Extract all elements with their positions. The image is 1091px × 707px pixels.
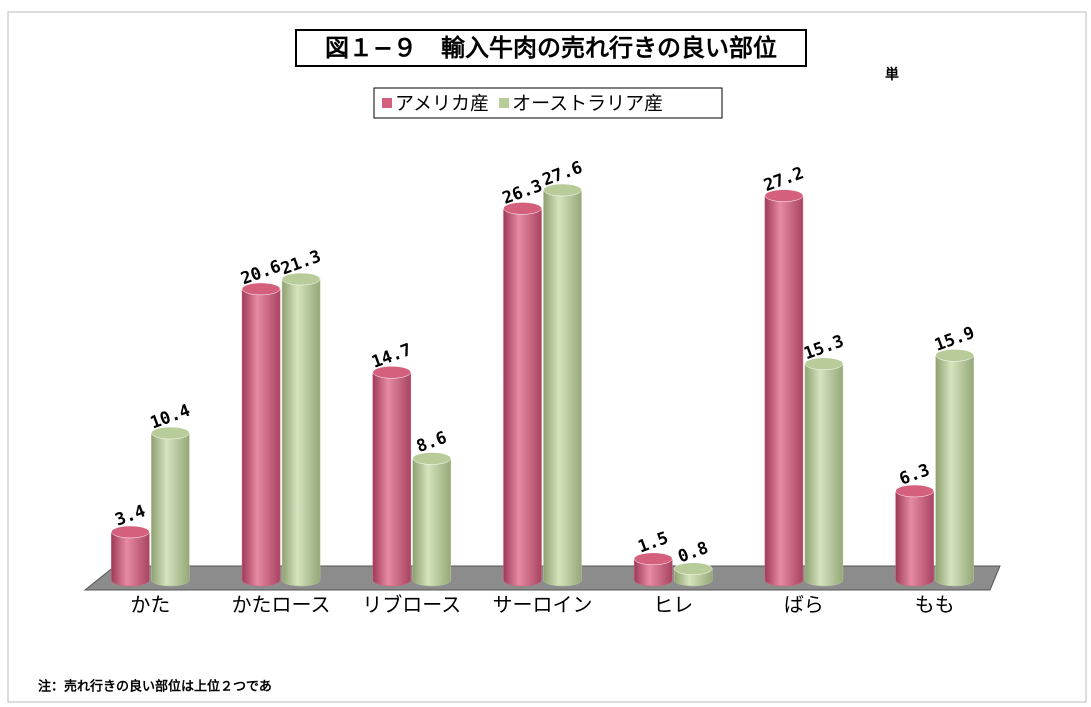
- bar-top: [372, 366, 412, 379]
- bar-body: [543, 189, 582, 587]
- bar: [804, 357, 844, 587]
- bar-top: [281, 272, 321, 286]
- bar: [935, 349, 974, 587]
- bar-body: [764, 195, 804, 587]
- bar-body: [895, 490, 934, 587]
- bar-body: [241, 288, 281, 587]
- title-box: [295, 29, 807, 67]
- bar-body: [111, 531, 150, 587]
- legend-box: [373, 87, 723, 119]
- bar-top: [151, 426, 190, 440]
- bar: [895, 484, 934, 587]
- bar-top: [804, 357, 844, 371]
- note: 注：売れ行きの良い部位は上位２つであ: [38, 679, 272, 695]
- x-tick-label: ばら: [784, 593, 824, 617]
- bar-body: [804, 363, 844, 587]
- legend-label: オーストラリア産: [512, 93, 663, 115]
- x-tick-label: かたロース: [232, 593, 331, 617]
- bar-body: [281, 278, 321, 587]
- bar: [372, 366, 412, 587]
- bar: [503, 202, 542, 587]
- legend: アメリカ産 オーストラリア産: [382, 93, 663, 115]
- bar: [633, 552, 673, 587]
- legend-label: アメリカ産: [395, 93, 489, 115]
- unit-label: 単: [885, 66, 899, 83]
- bar-top: [764, 189, 804, 202]
- bar-body: [151, 432, 190, 587]
- bar: [281, 272, 321, 587]
- x-tick-label: リブロース: [362, 593, 461, 617]
- bar-body: [412, 458, 452, 587]
- bar: [241, 282, 281, 587]
- bar-top: [503, 202, 542, 215]
- bar-top: [895, 484, 934, 498]
- bar-top: [412, 452, 452, 465]
- bar-body: [503, 208, 542, 587]
- bar: [111, 525, 150, 587]
- x-tick-label: かた: [130, 593, 170, 617]
- x-tick-label: もも: [915, 593, 955, 617]
- bar-top: [111, 525, 150, 539]
- bar: [673, 562, 713, 587]
- bar-body: [935, 355, 974, 587]
- floor: [83, 565, 1001, 591]
- bar: [543, 183, 582, 587]
- bar-body: [372, 372, 412, 587]
- x-tick-label: ヒレ: [653, 593, 693, 617]
- bar: [412, 452, 452, 587]
- legend-swatch: [382, 98, 392, 108]
- bar: [151, 426, 190, 587]
- bar-top: [633, 552, 673, 566]
- plot: かた3.410.4かたロース20.621.3リブロース14.78.6サーロイン2…: [111, 158, 977, 617]
- bar: [764, 189, 804, 587]
- chart-title: 図１−９ 輸入牛肉の売れ行きの良い部位: [325, 34, 777, 62]
- bar-top: [673, 562, 713, 575]
- bar-top: [241, 282, 281, 296]
- x-tick-label: サーロイン: [493, 593, 593, 617]
- bar-top: [935, 349, 974, 362]
- legend-swatch: [499, 98, 510, 108]
- bar-body: [633, 558, 673, 587]
- bar-top: [543, 183, 582, 197]
